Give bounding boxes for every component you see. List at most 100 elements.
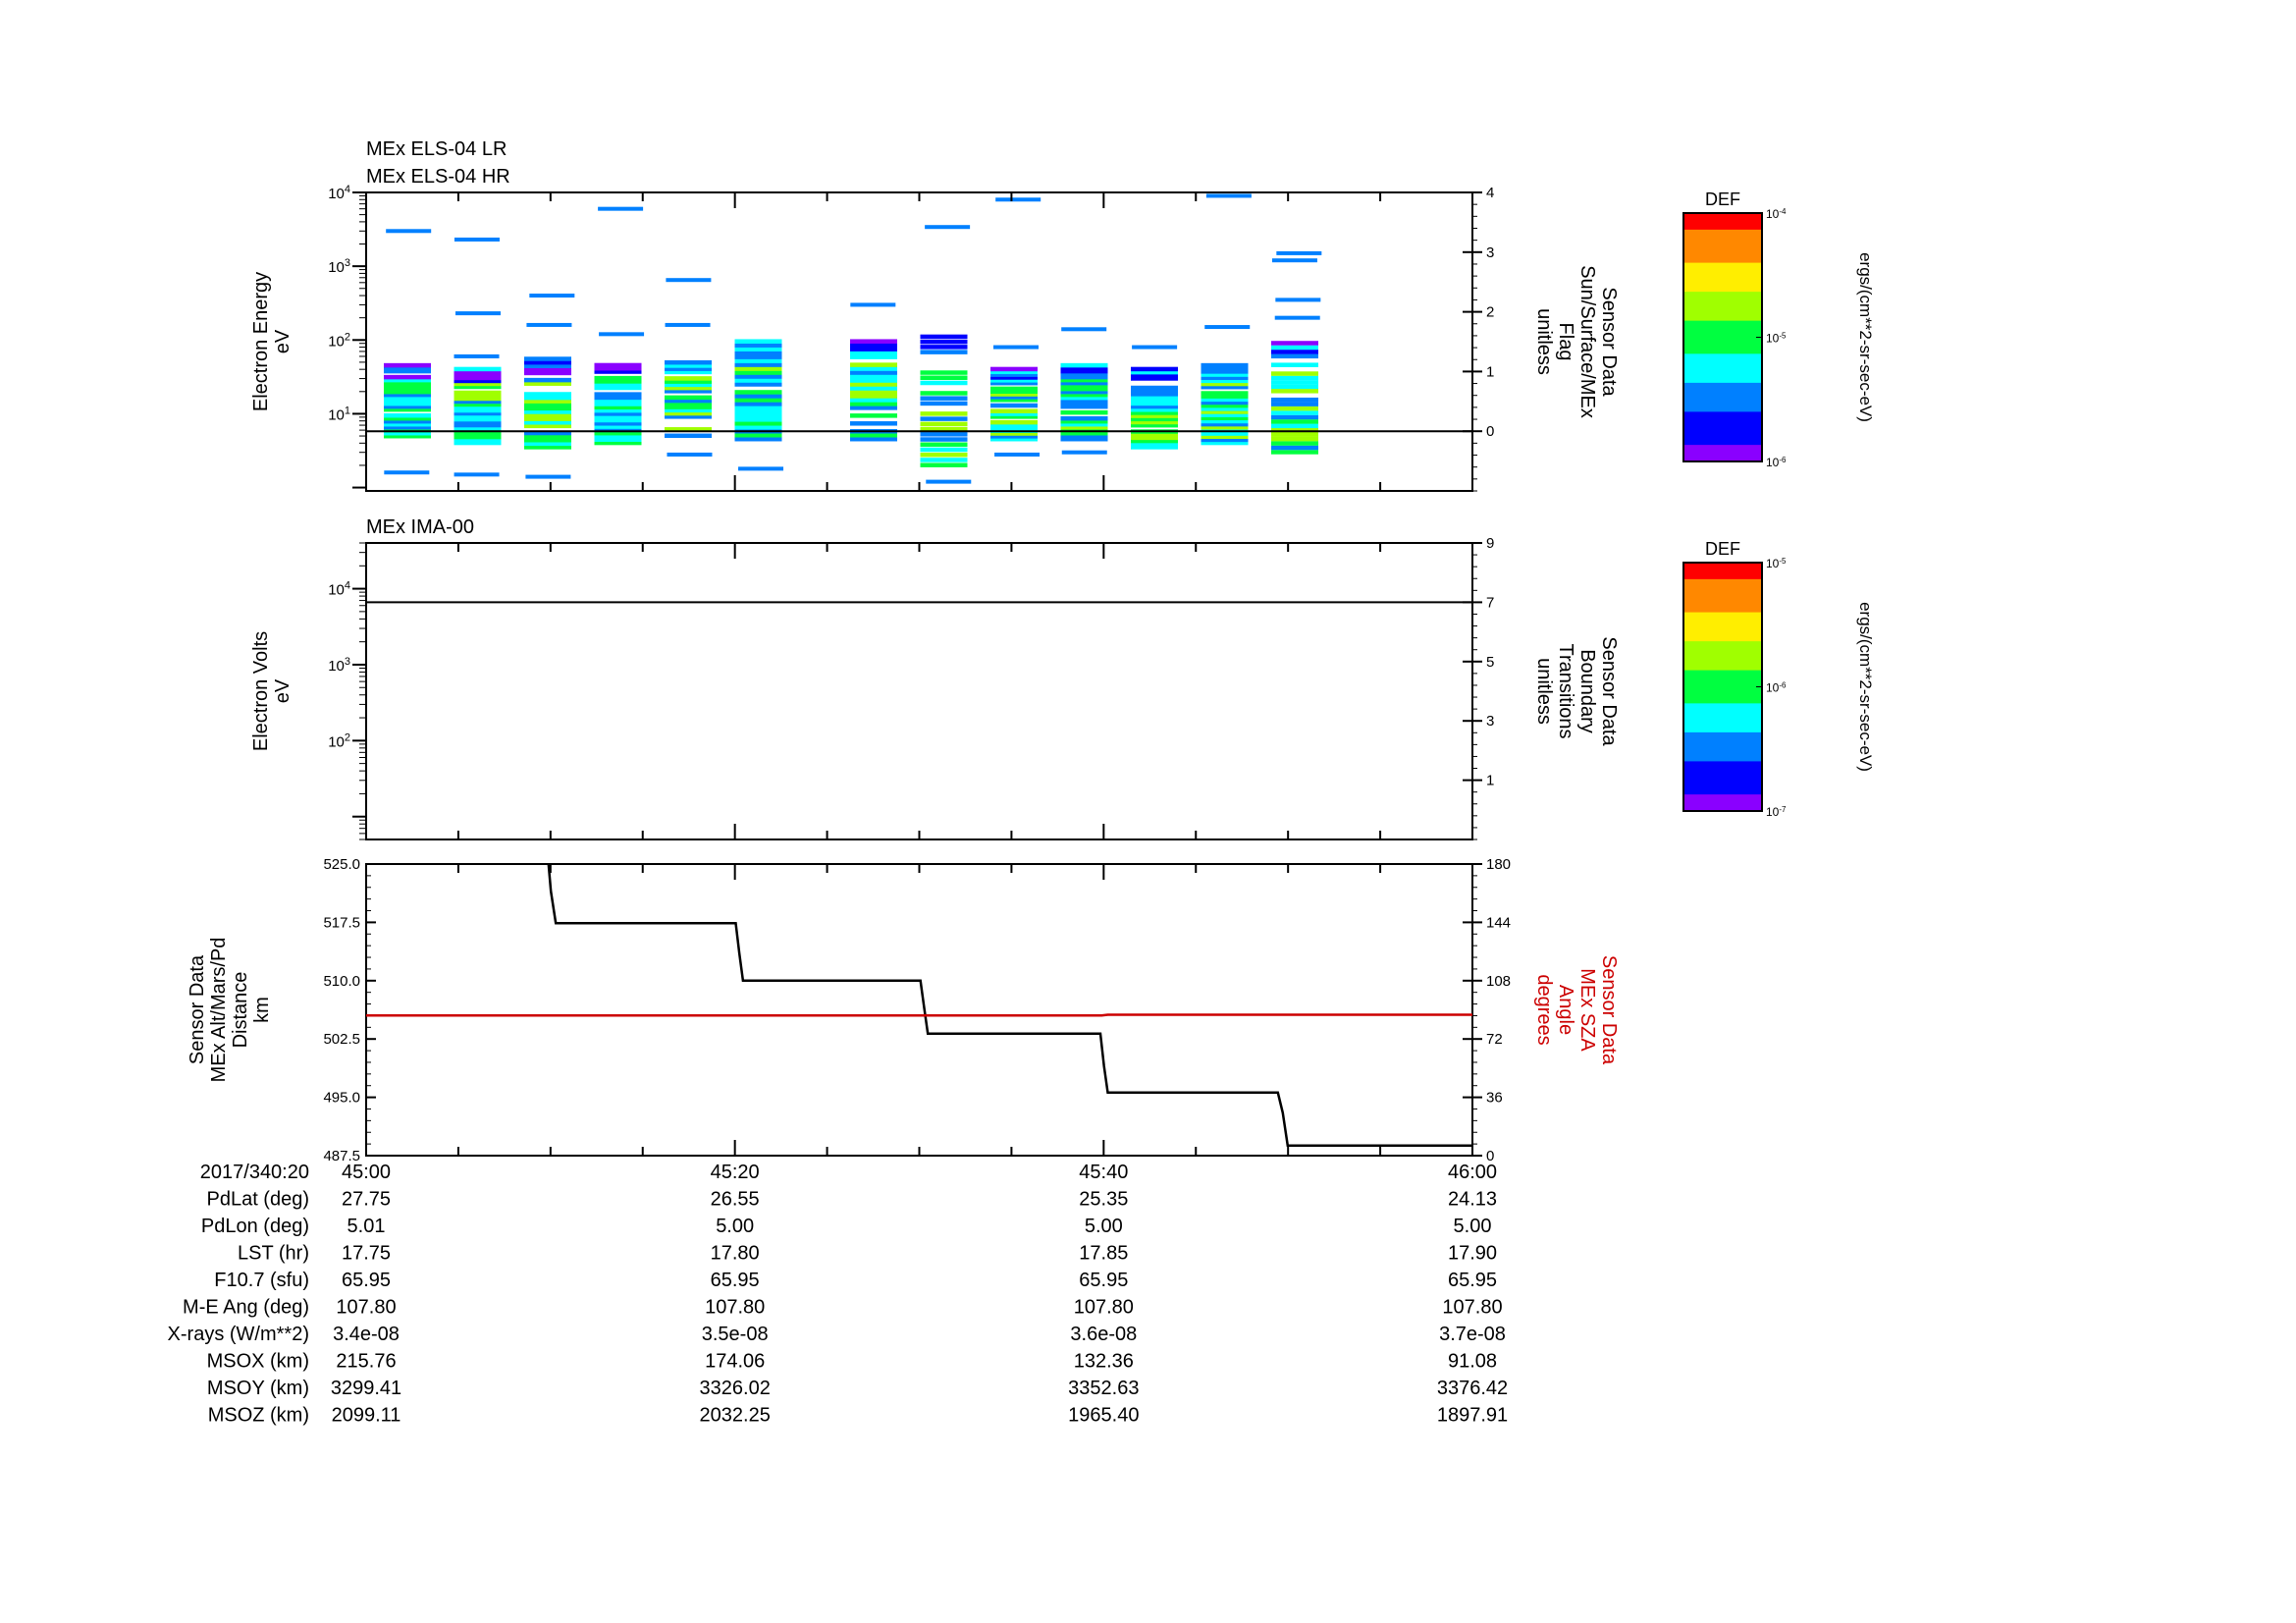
spectrogram-cell	[1201, 434, 1249, 440]
spectrogram-cell	[594, 434, 642, 439]
right-tick-label: 9	[1486, 535, 1494, 552]
left-tick-label: 102	[328, 331, 350, 350]
spectrogram-cell	[665, 405, 712, 409]
spectrogram-cell	[524, 359, 571, 365]
ephemeris-value: 3299.41	[331, 1378, 401, 1399]
time-axis-header: 2017/340:20	[200, 1162, 309, 1183]
ephemeris-value: 107.80	[1442, 1297, 1502, 1319]
spectrogram-cell	[920, 452, 968, 458]
spectrogram-cell	[666, 278, 712, 283]
spectrogram-cell	[1060, 386, 1108, 392]
left-tick-label-base: 10	[328, 186, 345, 202]
ephemeris-value: 1965.40	[1068, 1405, 1139, 1427]
left-tick-label-exp: 3	[345, 656, 350, 668]
spectrogram-cell	[384, 415, 431, 421]
colorbar-swatch	[1683, 774, 1762, 780]
spectrogram-cell	[665, 369, 712, 375]
spectrogram-cell	[594, 402, 642, 406]
spectrogram-cell	[1060, 368, 1108, 374]
spectrogram-cell	[1060, 404, 1108, 409]
spectrogram-cell	[665, 389, 712, 394]
spectrogram-cell	[1201, 381, 1249, 387]
colorbar-swatch	[1683, 287, 1762, 294]
spectrogram-cell	[850, 378, 897, 383]
spectrogram-cell	[734, 378, 782, 383]
alt-left-axis: 487.5 495.0 502.5 510.0 517.5 525.0	[323, 856, 376, 1164]
colorbar-swatch	[1683, 234, 1762, 240]
right-tick-label: 0	[1486, 423, 1494, 440]
spectrogram-cell	[1204, 325, 1251, 330]
spectrogram-cell	[920, 437, 968, 442]
spectrogram-cell	[734, 374, 782, 379]
colorbar-swatch	[1683, 674, 1762, 680]
colorbar-label-exp: -5	[1779, 557, 1787, 566]
colorbar-swatch	[1683, 312, 1762, 318]
right-tick-label: 2	[1486, 304, 1494, 321]
colorbar-swatch	[1683, 445, 1762, 451]
spectrogram-cell	[920, 442, 968, 448]
ephemeris-value: 24.13	[1448, 1189, 1497, 1211]
spectrogram-cell	[665, 433, 712, 439]
right-tick-label: 3	[1486, 244, 1494, 261]
colorbar-swatch	[1683, 387, 1762, 393]
spectrogram-cell	[1131, 422, 1178, 428]
spectrogram-cell	[1131, 416, 1178, 422]
colorbar-swatch	[1683, 744, 1762, 750]
spectrogram-cell	[850, 406, 897, 410]
spectrogram-cell	[920, 380, 968, 386]
left-tick-label: 510.0	[323, 973, 360, 990]
right-axis-label-line: Sensor Data	[1598, 955, 1620, 1065]
spectrogram-cell	[734, 370, 782, 375]
spectrogram-cell	[594, 375, 642, 381]
spectrogram-cell	[524, 370, 571, 376]
spectrogram-cell	[1271, 406, 1318, 411]
left-tick-label-exp: 1	[345, 405, 350, 416]
time-axis-label: 46:00	[1448, 1162, 1497, 1183]
colorbar-swatch	[1683, 407, 1762, 413]
colorbar-swatch	[1683, 378, 1762, 384]
ylabel-line: Electron Volts	[250, 631, 272, 751]
spectrogram-cell	[850, 421, 897, 426]
spectrogram-cell	[1060, 421, 1108, 427]
spectrogram-cell	[1060, 424, 1108, 430]
colorbar-label: 10-6	[1766, 680, 1787, 695]
spectrogram-cell	[594, 379, 642, 384]
ephemeris-value: 3.7e-08	[1439, 1324, 1506, 1345]
spectrogram-cell	[925, 225, 971, 230]
ephemeris-value: 65.95	[1448, 1270, 1497, 1291]
ephemeris-value: 3.5e-08	[702, 1324, 769, 1345]
ephemeris-value: 5.00	[1454, 1216, 1492, 1237]
colorbar-swatch	[1683, 707, 1762, 713]
spectrogram-cell	[990, 375, 1038, 380]
els-title: MEx ELS-04 HR	[366, 166, 510, 188]
colorbar-swatch	[1683, 757, 1762, 763]
spectrogram-cell	[665, 402, 712, 406]
ima-title: MEx IMA-00	[366, 516, 474, 538]
spectrogram-cell	[454, 405, 502, 410]
spectrogram-cell	[1271, 432, 1318, 437]
spectrogram-cell	[1205, 193, 1252, 198]
spectrogram-cell	[990, 414, 1038, 419]
spectrogram-cell	[384, 395, 431, 401]
colorbar-swatch	[1683, 292, 1762, 298]
spectrogram-cell	[1201, 397, 1249, 403]
spectrogram-cell	[920, 432, 968, 437]
colorbar-swatch	[1683, 366, 1762, 372]
spectrogram-cell	[1131, 410, 1178, 415]
spectrogram-cell	[386, 229, 432, 234]
colorbar-swatch	[1683, 399, 1762, 405]
ephemeris-row-label: MSOZ (km)	[208, 1405, 309, 1427]
colorbar-swatch	[1683, 645, 1762, 651]
left-tick-label: 495.0	[323, 1090, 360, 1107]
colorbar-swatch	[1683, 666, 1762, 672]
spectrogram-cell	[1201, 406, 1249, 411]
spectrogram-cell	[454, 440, 502, 446]
colorbar-swatch	[1683, 587, 1762, 593]
spectrogram-cell	[384, 362, 431, 368]
spectrogram-cell	[1131, 445, 1178, 450]
spectrogram-cell	[524, 416, 571, 421]
colorbar-swatch	[1683, 636, 1762, 643]
spectrogram-cell	[734, 351, 782, 355]
